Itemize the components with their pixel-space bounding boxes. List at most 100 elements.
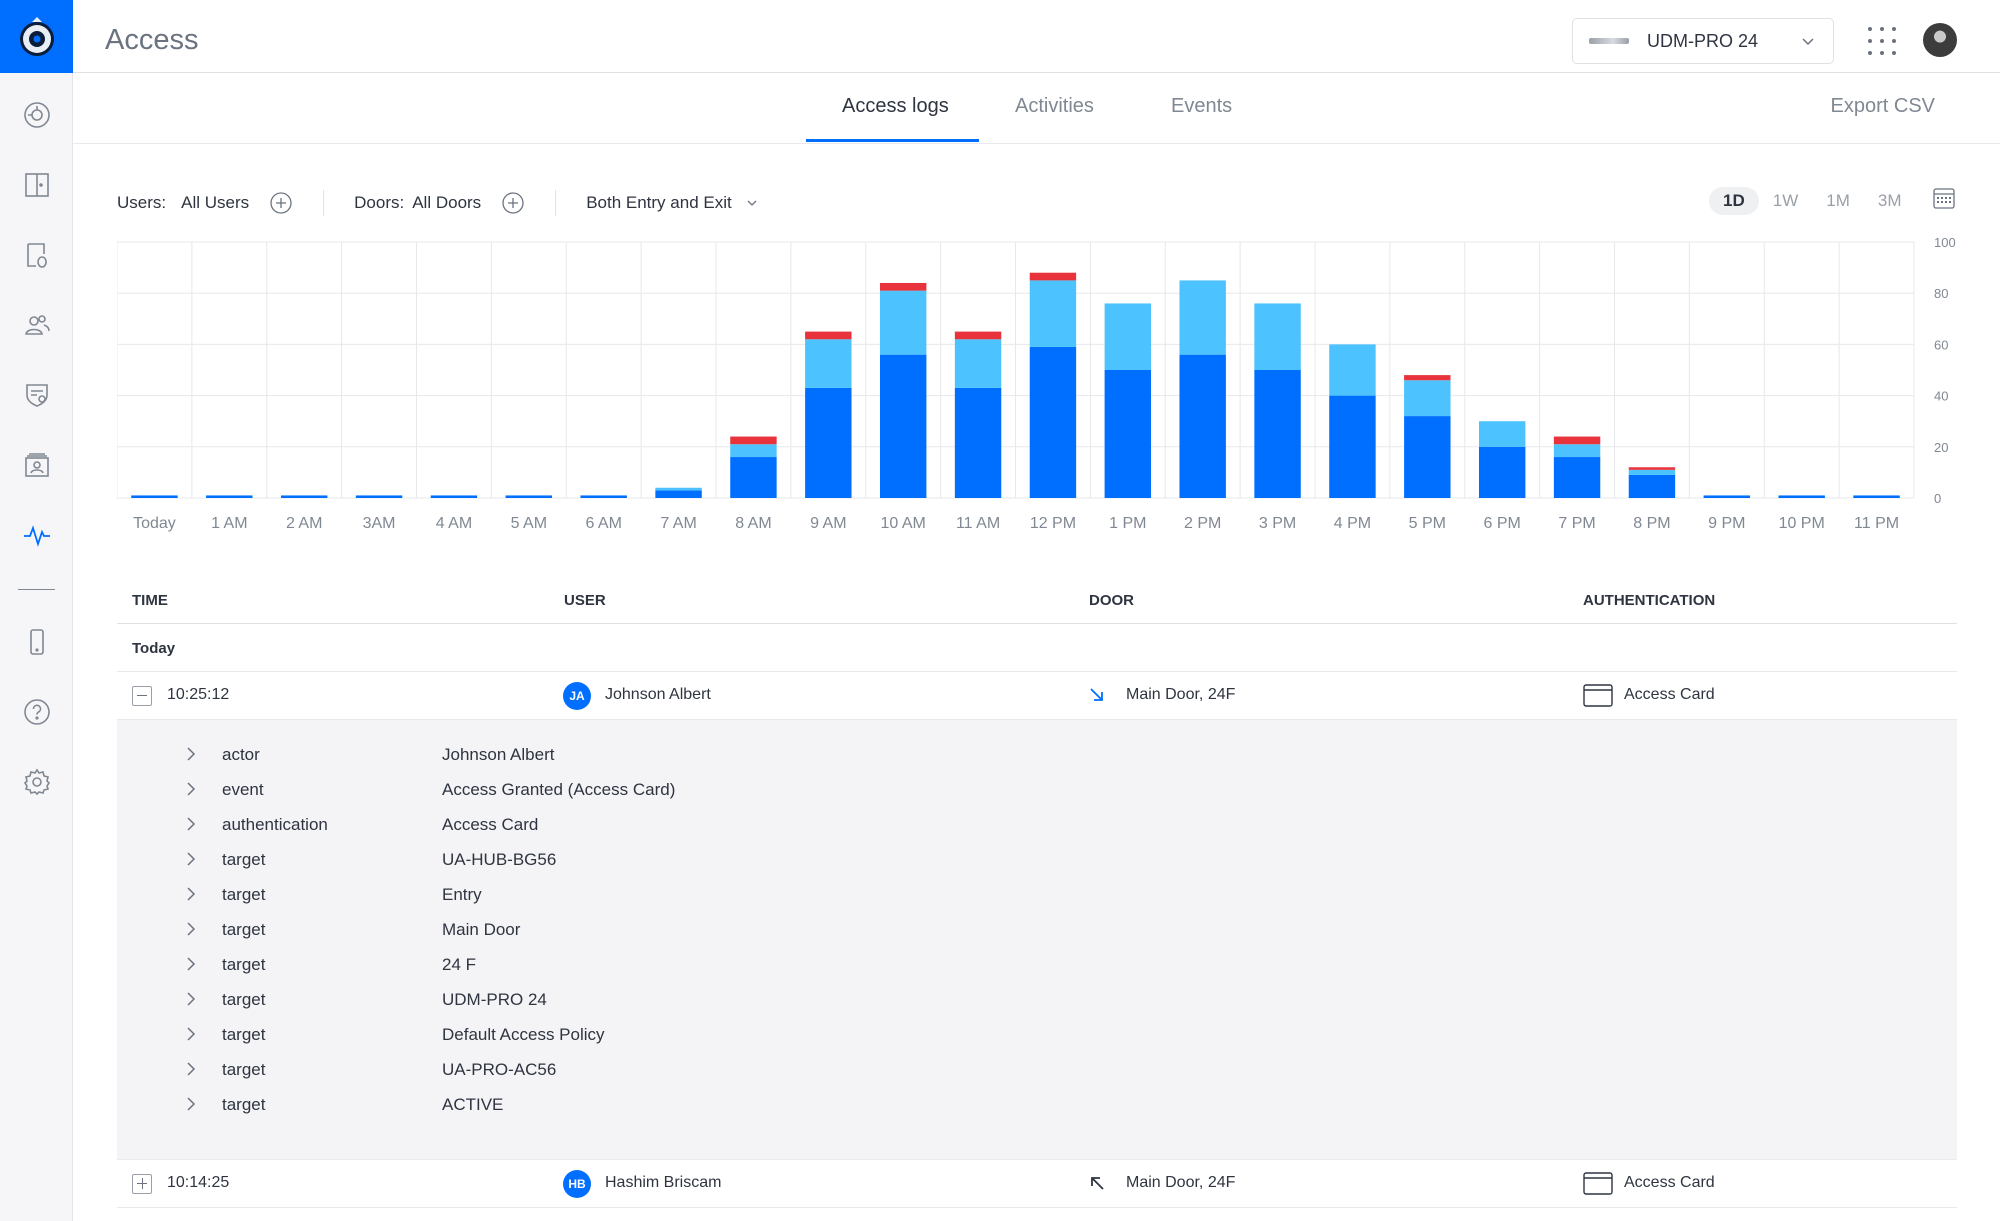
bar-segment [1478,421,1526,447]
chevron-right-icon[interactable] [185,956,197,972]
row-details-panel: actor Johnson Albert event Access Granted (… [117,720,1957,1160]
detail-value: Entry [442,885,482,904]
tab-activities[interactable]: Activities [1015,95,1094,117]
chevron-right-icon[interactable] [185,851,197,867]
users-icon[interactable] [0,300,73,350]
device-name: UDM-PRO 24 [1647,30,1759,51]
chevron-right-icon[interactable] [185,886,197,902]
detail-value: Johnson Albert [442,745,555,764]
add-door-filter-icon[interactable] [501,191,525,215]
user-avatar[interactable] [1923,23,1957,57]
detail-row[interactable]: authentication Access Card [117,807,1957,842]
top-header: Access UDM-PRO 24 [73,0,2000,73]
table-row[interactable]: 10:25:12 JA Johnson Albert Main Door, 24… [117,672,1957,720]
detail-row[interactable]: target Main Door [117,912,1957,947]
chevron-right-icon[interactable] [185,781,197,797]
chevron-right-icon[interactable] [185,1096,197,1112]
users-filter-label: Users: [117,193,167,212]
bar-segment [1254,370,1301,498]
collapse-row-icon[interactable] [132,686,152,706]
y-tick-label: 80 [1934,286,1948,301]
detail-row[interactable]: target Entry [117,877,1957,912]
bar-segment [954,331,1002,340]
range-3m[interactable]: 3M [1877,191,1902,210]
chevron-right-icon[interactable] [185,921,197,937]
policy-icon[interactable] [0,370,73,420]
sidebar [0,0,73,1221]
chevron-right-icon[interactable] [185,991,197,1007]
apps-grid-icon[interactable] [1868,27,1896,55]
range-1m[interactable]: 1M [1826,191,1850,210]
detail-key: authentication [222,815,328,834]
x-tick-label: 10 AM [881,515,926,532]
visitor-icon[interactable] [0,440,73,490]
x-tick-label: 11 PM [1854,515,1899,532]
y-tick-label: 20 [1934,440,1948,455]
row-time: 10:14:25 [167,1174,230,1191]
export-csv-button[interactable]: Export CSV [1830,95,1935,117]
detail-row[interactable]: event Access Granted (Access Card) [117,772,1957,807]
users-filter-value[interactable]: All Users [181,193,250,212]
x-tick-label: 4 AM [436,515,472,532]
user-initials-avatar: JA [563,682,591,710]
chevron-down-icon [1802,38,1814,46]
tab-events[interactable]: Events [1171,95,1233,117]
bar-segment [655,490,702,498]
detail-row[interactable]: actor Johnson Albert [117,737,1957,772]
chevron-right-icon[interactable] [185,816,197,832]
bar-segment [879,282,927,291]
column-header-time[interactable]: TIME [132,592,168,609]
x-tick-label: 3 PM [1259,515,1296,532]
bar-segment [879,290,927,355]
dashboard-icon[interactable] [0,90,73,140]
bar-segment [1404,375,1451,381]
tab-access-logs[interactable]: Access logs [842,95,949,117]
mobile-icon[interactable] [0,617,73,667]
detail-value: UA-HUB-BG56 [442,850,557,869]
detail-row[interactable]: target UDM-PRO 24 [117,982,1957,1017]
x-tick-label: 2 AM [286,515,322,532]
detail-key: target [222,1095,266,1114]
door-icon[interactable] [0,160,73,210]
activity-icon[interactable] [0,510,73,560]
help-icon[interactable] [0,687,73,737]
app-logo[interactable] [0,0,73,73]
door-access-icon[interactable] [0,230,73,280]
detail-row[interactable]: target UA-PRO-AC56 [117,1052,1957,1087]
x-tick-label: Today [133,515,176,532]
column-header-user[interactable]: USER [564,592,606,609]
detail-key: event [222,780,264,799]
detail-row[interactable]: target ACTIVE [117,1087,1957,1122]
table-row[interactable]: 10:14:25 HB Hashim Briscam Main Door, 24… [117,1160,1957,1208]
direction-filter[interactable]: Both Entry and Exit [586,193,732,212]
y-tick-label: 60 [1934,337,1948,352]
detail-row[interactable]: target UA-HUB-BG56 [117,842,1957,877]
x-tick-label: 6 AM [585,515,621,532]
doors-filter-value[interactable]: All Doors [412,193,482,212]
bar-segment [1329,395,1376,498]
bar-segment [1404,416,1451,498]
doors-filter-label: Doors: [354,193,405,212]
detail-row[interactable]: target 24 F [117,947,1957,982]
range-1w[interactable]: 1W [1772,191,1799,210]
bar-segment [730,436,777,445]
chevron-right-icon[interactable] [185,1026,197,1042]
bar-segment [1553,457,1601,498]
device-selector[interactable]: UDM-PRO 24 [1572,18,1834,64]
column-header-door[interactable]: DOOR [1089,592,1134,609]
settings-icon[interactable] [0,757,73,807]
calendar-icon[interactable] [1932,186,1956,210]
column-header-authentication[interactable]: AUTHENTICATION [1583,592,1716,609]
x-tick-label: 11 AM [956,515,1000,532]
device-icon [1589,38,1629,44]
detail-row[interactable]: target Default Access Policy [117,1017,1957,1052]
entry-arrow-icon [1090,688,1103,701]
bar-segment [954,339,1002,388]
range-1d[interactable]: 1D [1709,187,1759,215]
chevron-right-icon[interactable] [185,1061,197,1077]
chevron-right-icon[interactable] [185,746,197,762]
user-initials-avatar: HB [563,1170,591,1198]
add-user-filter-icon[interactable] [269,191,293,215]
expand-row-icon[interactable] [132,1174,152,1194]
filter-divider [555,190,557,216]
